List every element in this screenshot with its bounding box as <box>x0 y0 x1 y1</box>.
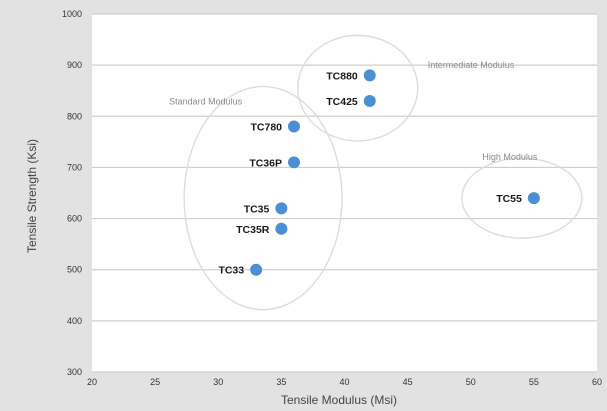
point-label: TC35R <box>236 224 270 236</box>
data-points: TC33 TC35R TC35 TC36P TC780 TC425 TC880 TC55 <box>218 69 540 277</box>
y-tick-label: 300 <box>67 367 82 377</box>
group-ellipse <box>297 34 419 142</box>
x-tick-label: 35 <box>276 377 286 387</box>
point-label: TC780 <box>250 122 282 134</box>
data-point-tc33 <box>250 263 263 276</box>
x-tick-label: 40 <box>339 377 349 387</box>
point-label: TC880 <box>326 70 358 82</box>
x-tick-labels: 20 25 30 35 40 45 50 55 60 <box>87 377 602 387</box>
data-point-tc425 <box>363 94 376 107</box>
point-label: TC33 <box>218 265 244 277</box>
data-point-tc780 <box>288 120 300 133</box>
x-tick-label: 50 <box>466 377 476 387</box>
x-axis-title: Tensile Modulus (Msi) <box>281 393 397 407</box>
point-label: TC36P <box>249 157 282 169</box>
y-tick-label: 500 <box>67 265 82 275</box>
y-tick-labels: 300 400 500 600 700 800 900 1000 <box>62 9 82 377</box>
group-ellipse <box>183 85 343 311</box>
y-tick-label: 700 <box>67 162 82 172</box>
group-label: Standard Modulus <box>169 97 243 107</box>
point-label: TC35 <box>244 203 270 215</box>
group-label: Intermediate Modulus <box>428 60 515 70</box>
x-tick-label: 30 <box>213 377 223 387</box>
y-tick-label: 1000 <box>62 9 82 19</box>
y-tick-label: 900 <box>67 60 82 70</box>
x-tick-label: 55 <box>529 377 539 387</box>
group-label: High Modulus <box>482 152 538 162</box>
x-tick-label: 20 <box>87 377 97 387</box>
data-point-tc880 <box>363 69 376 82</box>
point-label: TC55 <box>496 193 522 205</box>
data-point-tc36p <box>288 156 300 169</box>
point-label: TC425 <box>326 96 358 108</box>
y-tick-label: 400 <box>67 316 82 326</box>
group-ellipse <box>461 157 583 239</box>
data-point-tc55 <box>527 192 540 205</box>
gridlines <box>92 13 597 373</box>
data-point-tc35 <box>275 202 288 215</box>
x-tick-label: 25 <box>150 377 160 387</box>
y-tick-label: 600 <box>67 214 82 224</box>
group-ellipses: Standard Modulus Intermediate Modulus High… <box>169 34 583 311</box>
plot-area <box>92 14 597 372</box>
y-axis-title: Tensile Strength (Ksi) <box>25 139 39 253</box>
data-point-tc35r <box>275 222 288 235</box>
y-tick-label: 800 <box>67 111 82 121</box>
x-tick-label: 60 <box>592 377 602 387</box>
x-tick-label: 45 <box>403 377 413 387</box>
